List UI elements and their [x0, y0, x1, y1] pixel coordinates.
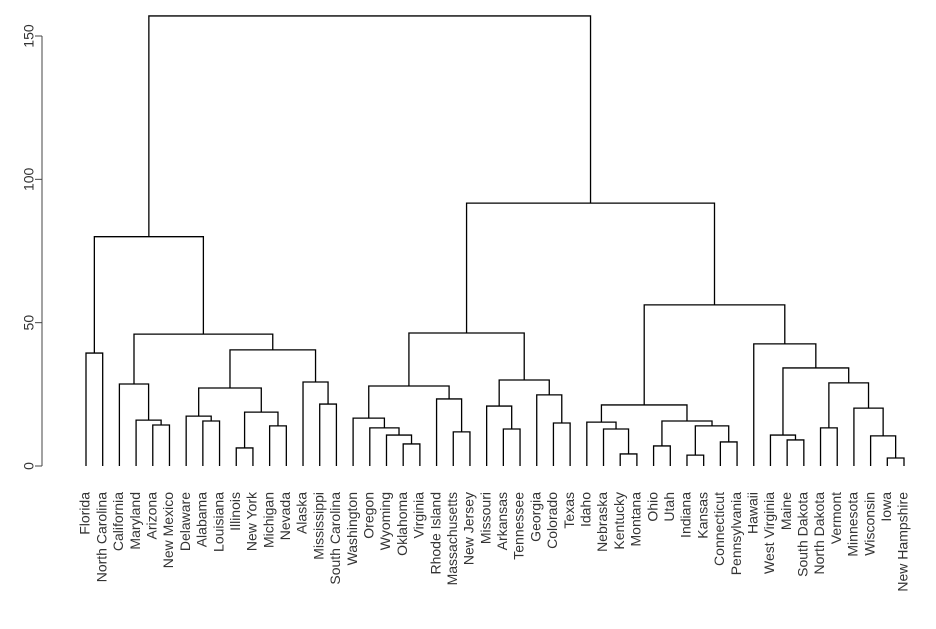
leaf-label: Tennessee: [511, 492, 527, 560]
leaf-label: Utah: [661, 492, 677, 522]
leaf-label: Mississippi: [310, 492, 326, 560]
merge-link: [202, 420, 221, 466]
leaf-label: North Dakota: [811, 492, 827, 575]
merge-link: [148, 15, 592, 237]
merge-link: [552, 422, 571, 466]
merge-link: [869, 435, 897, 466]
leaf-label: New Hampshire: [895, 492, 911, 592]
leaf-label: Massachusetts: [444, 492, 460, 585]
leaf-label: Iowa: [878, 492, 894, 522]
leaf-label: Kentucky: [611, 492, 627, 550]
leaf-label: Wyoming: [377, 492, 393, 550]
merge-link: [498, 379, 550, 407]
leaf-label: Hawaii: [744, 492, 760, 534]
merge-link: [352, 417, 386, 466]
leaf-label: Washington: [344, 492, 360, 565]
merge-link: [502, 428, 521, 466]
leaf-label: Maryland: [127, 492, 143, 550]
merge-link: [486, 405, 513, 466]
leaf-label: Nevada: [277, 492, 293, 540]
leaf-label: Arizona: [143, 492, 159, 540]
merge-link: [782, 367, 850, 436]
leaf-label: Maine: [778, 492, 794, 530]
leaf-label: New York: [244, 491, 260, 551]
leaf-label: Idaho: [578, 492, 594, 527]
leaf-label: Florida: [77, 492, 93, 535]
leaf-label: Alabama: [194, 492, 210, 547]
leaf-label: Illinois: [227, 492, 243, 531]
merge-link: [198, 387, 262, 417]
merge-link: [661, 420, 713, 446]
leaf-label: Rhode Island: [427, 492, 443, 575]
merge-link: [135, 419, 162, 466]
leaf-label: Oklahoma: [394, 492, 410, 556]
merge-link: [235, 447, 254, 466]
leaf-label: New Jersey: [461, 492, 477, 565]
merge-link: [465, 202, 716, 333]
leaf-label: Vermont: [828, 492, 844, 544]
leaf-label: New Mexico: [160, 492, 176, 568]
y-tick-label: 0: [21, 462, 37, 470]
merge-link: [652, 445, 671, 466]
leaf-label: Missouri: [477, 492, 493, 544]
merge-link: [268, 425, 287, 466]
leaf-label: Pennsylvania: [728, 492, 744, 575]
leaf-label: Alaska: [294, 492, 310, 534]
merge-link: [853, 407, 884, 466]
leaf-label: North Carolina: [93, 492, 109, 582]
leaf-label: Ohio: [644, 492, 660, 522]
merge-link: [302, 381, 329, 466]
merge-link: [600, 404, 688, 423]
merge-link: [133, 333, 274, 385]
merge-link: [686, 454, 705, 466]
merge-link: [886, 457, 905, 466]
merge-link: [369, 427, 400, 466]
merge-link: [118, 383, 150, 466]
merge-link: [786, 439, 805, 466]
leaf-label: Wisconsin: [861, 492, 877, 556]
merge-link: [602, 428, 630, 466]
merge-link: [408, 332, 525, 387]
y-tick-label: 100: [21, 167, 37, 191]
leaf-label: Nebraska: [594, 492, 610, 552]
merge-link: [753, 343, 817, 466]
merge-link: [828, 382, 870, 428]
merge-link: [619, 453, 638, 466]
leaf-label: Texas: [561, 492, 577, 529]
leaf-label: South Carolina: [327, 492, 343, 585]
leaf-label: Indiana: [678, 492, 694, 538]
merge-link: [385, 434, 413, 466]
merge-link: [243, 411, 279, 448]
leaf-label: Georgia: [527, 492, 543, 542]
merge-link: [452, 431, 471, 466]
merge-link: [536, 394, 563, 466]
leaf-label: Delaware: [177, 492, 193, 551]
leaf-label: Oregon: [360, 492, 376, 539]
leaf-label: West Virginia: [761, 492, 777, 574]
leaf-label: Minnesota: [845, 492, 861, 557]
y-tick-label: 50: [21, 315, 37, 331]
merge-link: [319, 403, 338, 466]
merge-link: [819, 427, 838, 466]
leaf-label: Montana: [628, 492, 644, 547]
merge-link: [694, 425, 730, 456]
leaf-label: Virginia: [411, 492, 427, 539]
merge-link: [85, 352, 104, 466]
merge-link: [643, 304, 786, 405]
leaf-label: Michigan: [260, 492, 276, 548]
leaf-label: Colorado: [544, 492, 560, 549]
leaf-label: Connecticut: [711, 492, 727, 566]
merge-link: [719, 441, 738, 466]
y-tick-label: 150: [21, 24, 37, 48]
leaf-label: Kansas: [694, 492, 710, 539]
merge-link: [152, 424, 171, 466]
leaf-label: South Dakota: [795, 492, 811, 577]
leaf-label: Louisiana: [210, 492, 226, 552]
merge-link: [93, 236, 205, 354]
merge-link: [402, 443, 421, 466]
merge-link: [185, 415, 212, 466]
leaf-label: Arkansas: [494, 492, 510, 550]
leaf-label: California: [110, 492, 126, 551]
